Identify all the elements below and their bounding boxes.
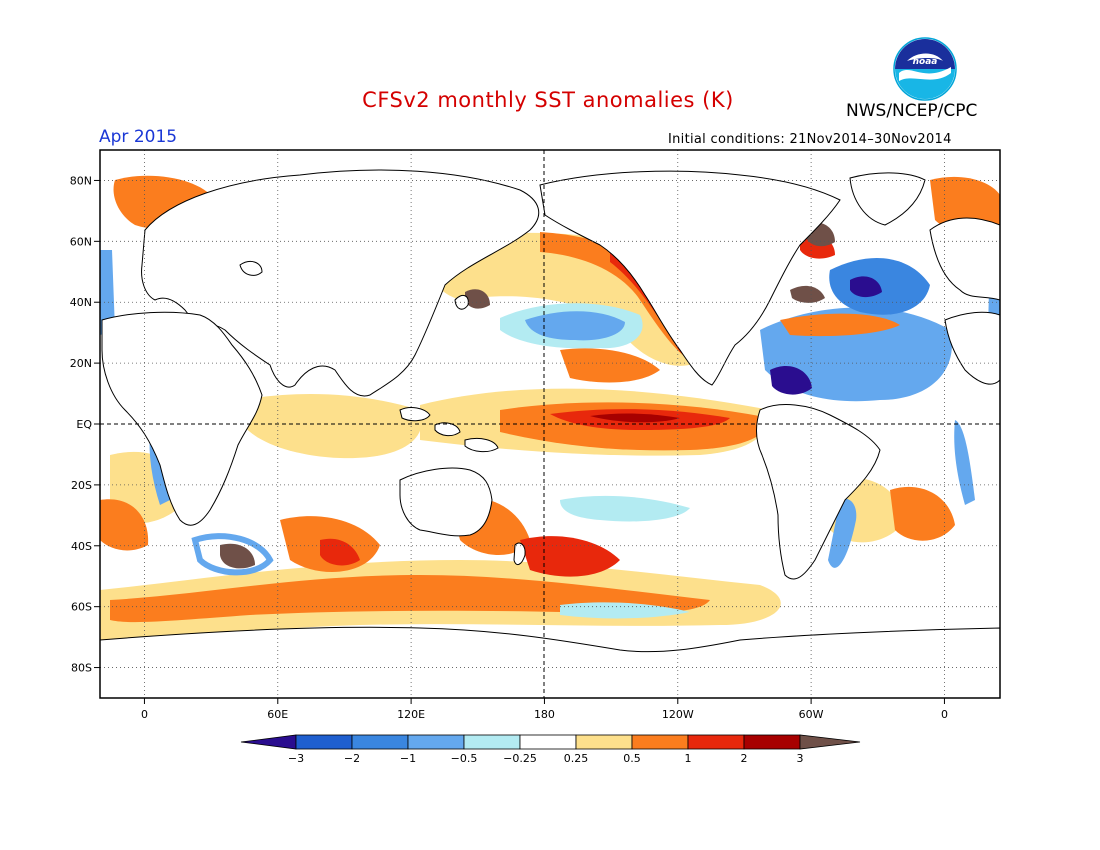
initial-conditions-label: Initial conditions: 21Nov2014–30Nov2014 — [668, 132, 952, 147]
colorbar-tick-label: 2 — [741, 752, 748, 765]
colorbar-tick-label: 0.5 — [623, 752, 641, 765]
lat-tick-label: 60N — [70, 235, 92, 248]
lon-tick-label: 0 — [941, 708, 948, 721]
colorbar-swatch — [351, 734, 409, 750]
colorbar: −3 −2 −1 −0.5 −0.25 0.25 0.5 1 2 3 — [240, 734, 861, 765]
lon-tick-label: 60W — [799, 708, 824, 721]
colorbar-tick-label: −0.5 — [451, 752, 478, 765]
lon-tick-label: 60E — [267, 708, 288, 721]
lon-tick-label: 0 — [141, 708, 148, 721]
lat-tick-label: 20S — [71, 479, 92, 492]
colorbar-tick-label: 0.25 — [564, 752, 589, 765]
lat-tick-label: 40S — [71, 540, 92, 553]
colorbar-arrow-low — [240, 734, 297, 750]
lat-tick-label: 80N — [70, 174, 92, 187]
lat-tick-label: 40N — [70, 296, 92, 309]
colorbar-swatch — [295, 734, 353, 750]
lat-tick-label: EQ — [76, 418, 92, 431]
colorbar-swatch — [743, 734, 801, 750]
colorbar-tick-label: −3 — [288, 752, 304, 765]
colorbar-arrow-high — [799, 734, 861, 750]
forecast-month: Apr 2015 — [99, 127, 178, 147]
colorbar-tick-label: −1 — [400, 752, 416, 765]
coastlines — [100, 169, 1000, 698]
lon-tick-label: 120E — [397, 708, 425, 721]
gridlines — [100, 150, 1000, 698]
colorbar-tick-label: 1 — [685, 752, 692, 765]
lat-tick-label: 60S — [71, 601, 92, 614]
noaa-logo-icon: noaa — [893, 37, 957, 101]
colorbar-swatch — [463, 734, 521, 750]
colorbar-swatch — [687, 734, 745, 750]
colorbar-swatch — [519, 734, 577, 750]
lat-axis: 80N 60N 40N 20N EQ 20S 40S 60S 80S — [70, 174, 100, 675]
lat-tick-label: 20N — [70, 357, 92, 370]
colorbar-swatch — [407, 734, 465, 750]
colorbar-tick-label: −2 — [344, 752, 360, 765]
lon-tick-label: 180 — [534, 708, 555, 721]
lon-tick-label: 120W — [662, 708, 694, 721]
map-title: CFSv2 monthly SST anomalies (K) — [362, 88, 734, 112]
map-field — [100, 150, 1000, 698]
colorbar-tick-label: 3 — [797, 752, 804, 765]
lat-tick-label: 80S — [71, 662, 92, 675]
svg-text:noaa: noaa — [913, 57, 938, 67]
colorbar-tick-label: −0.25 — [503, 752, 537, 765]
agency-label: NWS/NCEP/CPC — [846, 101, 978, 121]
colorbar-swatch — [575, 734, 633, 750]
colorbar-swatch — [631, 734, 689, 750]
lon-axis: 0 60E 120E 180 120W 60W 0 — [141, 698, 948, 721]
